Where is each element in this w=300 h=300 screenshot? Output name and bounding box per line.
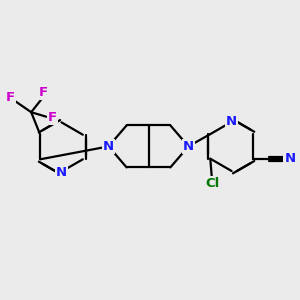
Text: F: F xyxy=(48,111,57,124)
Text: N: N xyxy=(103,140,114,153)
Text: F: F xyxy=(6,91,15,104)
Text: N: N xyxy=(226,115,237,128)
Text: Cl: Cl xyxy=(205,177,220,190)
Text: N: N xyxy=(284,152,296,165)
Text: N: N xyxy=(56,166,67,179)
Text: F: F xyxy=(39,86,48,99)
Text: N: N xyxy=(183,140,194,153)
